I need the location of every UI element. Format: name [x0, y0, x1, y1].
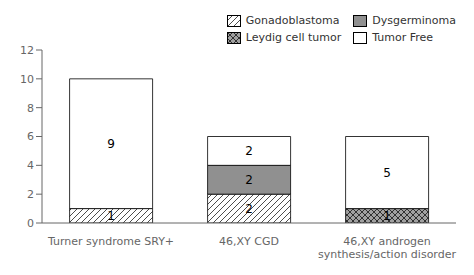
svg-text:2: 2	[245, 202, 253, 216]
svg-text:4: 4	[27, 159, 34, 172]
svg-text:2: 2	[245, 173, 253, 187]
html-text:Tumor Free: Tumor Free	[372, 31, 434, 44]
svg-text:2: 2	[27, 188, 34, 201]
html-text:Dysgerminoma: Dysgerminoma	[372, 14, 456, 27]
svg-text:10: 10	[20, 73, 34, 86]
svg-text:1: 1	[383, 209, 391, 223]
svg-text:6: 6	[27, 130, 34, 143]
svg-text:46,XY CGD: 46,XY CGD	[219, 235, 279, 248]
svg-text:8: 8	[27, 102, 34, 115]
svg-text:9: 9	[107, 137, 115, 151]
html-text:Leydig cell tumor: Leydig cell tumor	[245, 31, 342, 44]
svg-text:46,XY androgensynthesis/action: 46,XY androgensynthesis/action disorder	[318, 235, 456, 261]
svg-text:1: 1	[107, 209, 115, 223]
html-text:Gonadoblastoma: Gonadoblastoma	[245, 14, 340, 27]
svg-text:0: 0	[27, 217, 34, 230]
svg-text:Turner syndrome SRY+: Turner syndrome SRY+	[47, 235, 174, 248]
svg-text:2: 2	[245, 144, 253, 158]
svg-text:5: 5	[383, 166, 391, 180]
svg-text:12: 12	[20, 44, 34, 57]
